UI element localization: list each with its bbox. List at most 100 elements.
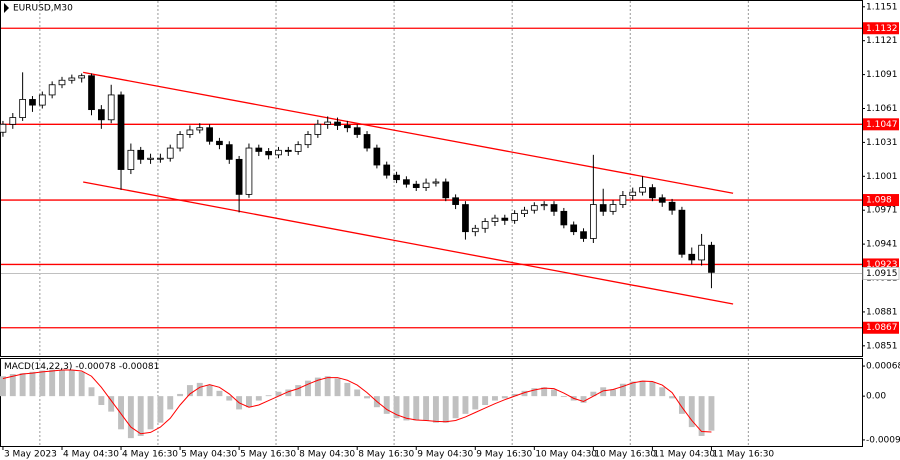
macd-bar: [226, 396, 233, 401]
macd-bar: [295, 385, 302, 397]
candle-body: [166, 147, 174, 159]
candle-body: [511, 213, 518, 221]
macd-bar: [708, 396, 715, 431]
level-label: 1.098: [866, 196, 892, 206]
macd-bar: [0, 376, 6, 397]
x-tick-label: 8 May 04:30: [299, 450, 355, 460]
macd-bar: [688, 396, 695, 428]
macd-bar: [600, 387, 607, 397]
macd-bar: [423, 396, 430, 421]
macd-bar: [629, 381, 636, 397]
candle-body: [521, 209, 528, 214]
candle-body: [284, 149, 292, 152]
candle-body: [186, 129, 194, 135]
indicator-value: -0.00078: [75, 362, 116, 372]
candle-body: [373, 147, 381, 166]
macd-bar: [492, 396, 498, 401]
chart-title: EURUSD,M30: [13, 4, 73, 14]
price-panel-frame: [0, 0, 863, 357]
macd-bar: [118, 396, 124, 430]
macd-bar: [216, 390, 223, 397]
macd-bar: [49, 369, 56, 397]
macd-bar: [88, 387, 95, 397]
candle-body: [678, 209, 686, 255]
macd-bar: [413, 396, 420, 421]
x-tick-label: 3 May 2023: [4, 450, 57, 460]
candle-body: [432, 181, 440, 184]
macd-bar: [521, 390, 528, 397]
candle-body: [668, 201, 676, 211]
candle-body: [225, 144, 233, 160]
y-tick-label: 0.00068: [866, 362, 900, 372]
candle-body: [137, 149, 145, 160]
x-tick-label: 8 May 16:30: [358, 450, 414, 460]
macd-bar: [265, 395, 272, 397]
candle-body: [275, 149, 282, 156]
candle-body: [363, 134, 371, 149]
macd-bar: [610, 389, 616, 397]
candle-body: [491, 217, 499, 222]
macd-bar: [531, 388, 538, 397]
macd-bar: [255, 396, 262, 401]
macd-bar: [108, 396, 115, 412]
candle-body: [117, 94, 125, 170]
candle-body: [639, 187, 646, 193]
signal-line: [2, 369, 712, 435]
macd-bar: [698, 396, 705, 436]
candle-body: [540, 204, 548, 207]
x-tick-label: 4 May 16:30: [122, 450, 178, 460]
candle-body: [353, 127, 361, 135]
candle-body: [609, 204, 617, 212]
candle-body: [452, 197, 459, 205]
macd-bar: [275, 391, 282, 397]
candle-body: [324, 121, 332, 125]
macd-bar: [98, 396, 105, 405]
macd-bar: [364, 396, 370, 399]
candle-body: [294, 144, 302, 152]
macd-bar: [324, 376, 331, 397]
macd-bar: [580, 396, 587, 403]
candle-body: [708, 244, 715, 273]
x-tick-label: 4 May 04:30: [63, 450, 119, 460]
candle-body: [481, 221, 489, 229]
indicator-value: -0.00081: [119, 362, 159, 372]
candle-body: [176, 134, 184, 149]
y-tick-label: 1.0941: [866, 240, 898, 250]
macd-bar: [137, 396, 144, 436]
macd-bar: [314, 377, 321, 397]
x-tick-label: 11 May 16:30: [712, 450, 774, 460]
macd-bar: [590, 391, 597, 397]
candle-body: [403, 179, 410, 185]
candle-body: [550, 204, 558, 212]
macd-bar: [560, 396, 567, 398]
candle-body: [580, 231, 587, 239]
x-tick-label: 10 May 04:30: [535, 450, 597, 460]
candle-body: [157, 157, 164, 160]
candle-body: [658, 197, 666, 203]
x-tick-label: 5 May 16:30: [240, 450, 296, 460]
macd-bar: [68, 370, 75, 397]
y-tick-label: 1.1091: [866, 70, 898, 80]
candle-body: [501, 217, 509, 221]
macd-bar: [669, 396, 676, 399]
x-tick-label: 5 May 04:30: [181, 450, 237, 460]
macd-bar: [186, 385, 193, 397]
macd-bar: [383, 396, 390, 414]
macd-bar: [78, 371, 85, 397]
candle-body: [649, 187, 656, 199]
macd-bar: [305, 380, 311, 397]
macd-bar: [59, 369, 65, 397]
candle-body: [206, 127, 213, 142]
y-tick-label: 1.1121: [866, 36, 898, 46]
candle-body: [0, 123, 7, 133]
macd-bar: [639, 380, 646, 397]
y-tick-label: 1.0851: [866, 341, 898, 351]
macd-bar: [39, 370, 46, 397]
y-tick-label: 1.1151: [866, 2, 898, 12]
candle-body: [304, 134, 312, 146]
macd-bar: [452, 396, 459, 419]
macd-bar: [551, 389, 557, 397]
candle-body: [412, 183, 420, 189]
candle-body: [245, 147, 253, 195]
macd-bar: [403, 396, 410, 421]
